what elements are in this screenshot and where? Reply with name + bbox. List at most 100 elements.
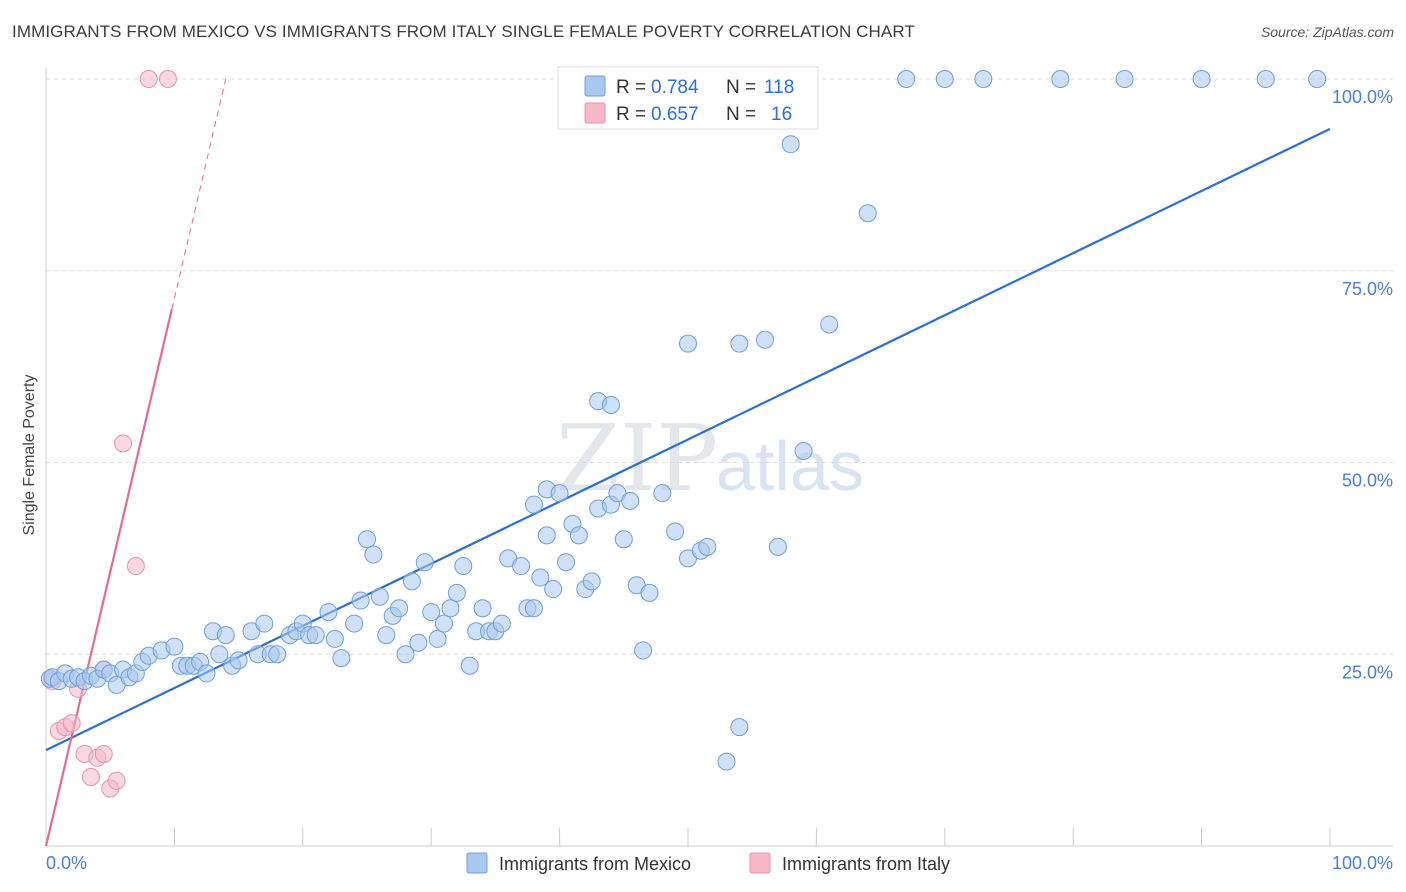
x-tick-label-max: 100.0% bbox=[1332, 853, 1393, 873]
mexico-point bbox=[974, 70, 993, 88]
legend-swatch-italy bbox=[584, 102, 606, 124]
italy-point bbox=[126, 557, 145, 576]
mexico-point bbox=[216, 626, 235, 645]
bottom-legend-swatch-italy bbox=[749, 852, 771, 874]
mexico-point bbox=[396, 645, 415, 664]
mexico-point bbox=[210, 645, 229, 664]
legend-mexico-r-value: 0.784 bbox=[651, 77, 699, 98]
mexico-point bbox=[666, 522, 685, 541]
mexico-point bbox=[332, 649, 351, 668]
mexico-point bbox=[345, 614, 364, 633]
legend-italy-r-label: R = bbox=[616, 104, 646, 125]
legend-italy-r-value: 0.657 bbox=[651, 104, 699, 125]
mexico-point bbox=[537, 526, 556, 545]
mexico-point bbox=[441, 599, 460, 618]
y-tick-label: 75.0% bbox=[1342, 279, 1393, 299]
mexico-point bbox=[428, 629, 447, 648]
mexico-point bbox=[569, 526, 588, 545]
italy-point bbox=[107, 771, 126, 790]
mexico-point bbox=[544, 580, 563, 599]
mexico-point bbox=[358, 530, 376, 549]
y-tick-label: 50.0% bbox=[1342, 471, 1393, 491]
mexico-point bbox=[935, 70, 954, 88]
mexico-point bbox=[377, 626, 396, 645]
legend-mexico-n-value: 118 bbox=[764, 77, 794, 98]
mexico-point bbox=[531, 568, 550, 587]
x-tick-label-min: 0.0% bbox=[46, 853, 87, 873]
mexico-point bbox=[756, 330, 775, 349]
mexico-point bbox=[460, 656, 479, 675]
italy-point bbox=[81, 767, 100, 786]
watermark-atlas: atlas bbox=[716, 427, 864, 505]
mexico-point bbox=[717, 752, 736, 771]
mexico-point bbox=[325, 629, 344, 648]
gridlines bbox=[46, 78, 1393, 655]
legend-mexico-r-label: R = bbox=[616, 77, 646, 98]
mexico-point bbox=[897, 70, 916, 88]
mexico-point bbox=[402, 572, 421, 591]
mexico-point bbox=[781, 135, 800, 154]
mexico-point bbox=[435, 614, 454, 633]
mexico-point bbox=[255, 614, 274, 633]
mexico-point bbox=[268, 645, 287, 664]
legend-mexico-n-label: N = bbox=[726, 77, 756, 98]
mexico-point bbox=[640, 583, 659, 602]
mexico-point bbox=[730, 718, 749, 737]
mexico-point bbox=[319, 603, 338, 622]
mexico-point bbox=[422, 603, 441, 622]
bottom-legend-mexico: Immigrants from Mexico bbox=[499, 854, 691, 874]
mexico-point bbox=[492, 614, 511, 633]
mexico-point bbox=[1051, 70, 1070, 88]
axes bbox=[45, 68, 1393, 847]
legend-italy-n-value: 16 bbox=[771, 104, 792, 125]
source-attribution: Source: ZipAtlas.com bbox=[1260, 24, 1394, 40]
mexico-point bbox=[454, 557, 473, 576]
mexico-point bbox=[634, 641, 653, 660]
y-tick-labels: 25.0% 50.0% 75.0% 100.0% bbox=[1332, 87, 1393, 682]
bottom-legend-swatch-mexico bbox=[466, 852, 488, 874]
mexico-point bbox=[165, 637, 184, 656]
y-tick-label: 25.0% bbox=[1342, 662, 1393, 682]
mexico-point bbox=[614, 530, 633, 549]
bottom-legend-italy: Immigrants from Italy bbox=[782, 854, 950, 874]
chart-title: IMMIGRANTS FROM MEXICO VS IMMIGRANTS FRO… bbox=[12, 22, 915, 41]
mexico-point bbox=[409, 633, 428, 652]
italy-point bbox=[139, 70, 158, 88]
mexico-point bbox=[473, 599, 492, 618]
mexico-point bbox=[582, 572, 601, 591]
mexico-point bbox=[351, 591, 370, 610]
stats-legend: R = 0.784 N = 118 R = 0.657 N = 16 bbox=[557, 66, 819, 130]
mexico-point bbox=[390, 599, 409, 618]
trend-line-italy bbox=[44, 308, 173, 847]
mexico-point bbox=[415, 553, 434, 572]
mexico-point bbox=[447, 583, 466, 602]
mexico-point bbox=[653, 484, 672, 503]
mexico-point bbox=[306, 626, 325, 645]
mexico-point bbox=[1192, 70, 1211, 88]
mexico-point bbox=[858, 204, 877, 223]
mexico-point bbox=[1308, 70, 1327, 88]
trend-line-italy-extension bbox=[171, 78, 227, 310]
mexico-point bbox=[794, 441, 813, 460]
mexico-point bbox=[621, 491, 640, 510]
data-points bbox=[40, 70, 1327, 798]
mexico-point bbox=[557, 553, 576, 572]
mexico-point bbox=[370, 587, 389, 606]
legend-italy-n-label: N = bbox=[726, 104, 756, 125]
mexico-point bbox=[512, 557, 531, 576]
italy-point bbox=[158, 70, 177, 88]
mexico-point bbox=[364, 545, 383, 564]
mexico-point bbox=[524, 495, 543, 514]
mexico-point bbox=[197, 664, 216, 683]
mexico-point bbox=[698, 537, 717, 556]
y-axis-label: Single Female Poverty bbox=[21, 375, 38, 536]
mexico-point bbox=[601, 395, 620, 414]
mexico-point bbox=[1256, 70, 1275, 88]
mexico-point bbox=[768, 537, 787, 556]
italy-point bbox=[114, 434, 133, 453]
mexico-point bbox=[730, 334, 749, 353]
mexico-point bbox=[820, 315, 839, 334]
italy-point bbox=[62, 714, 81, 733]
series-legend: Immigrants from Mexico Immigrants from I… bbox=[466, 852, 950, 874]
italy-point bbox=[94, 744, 113, 763]
